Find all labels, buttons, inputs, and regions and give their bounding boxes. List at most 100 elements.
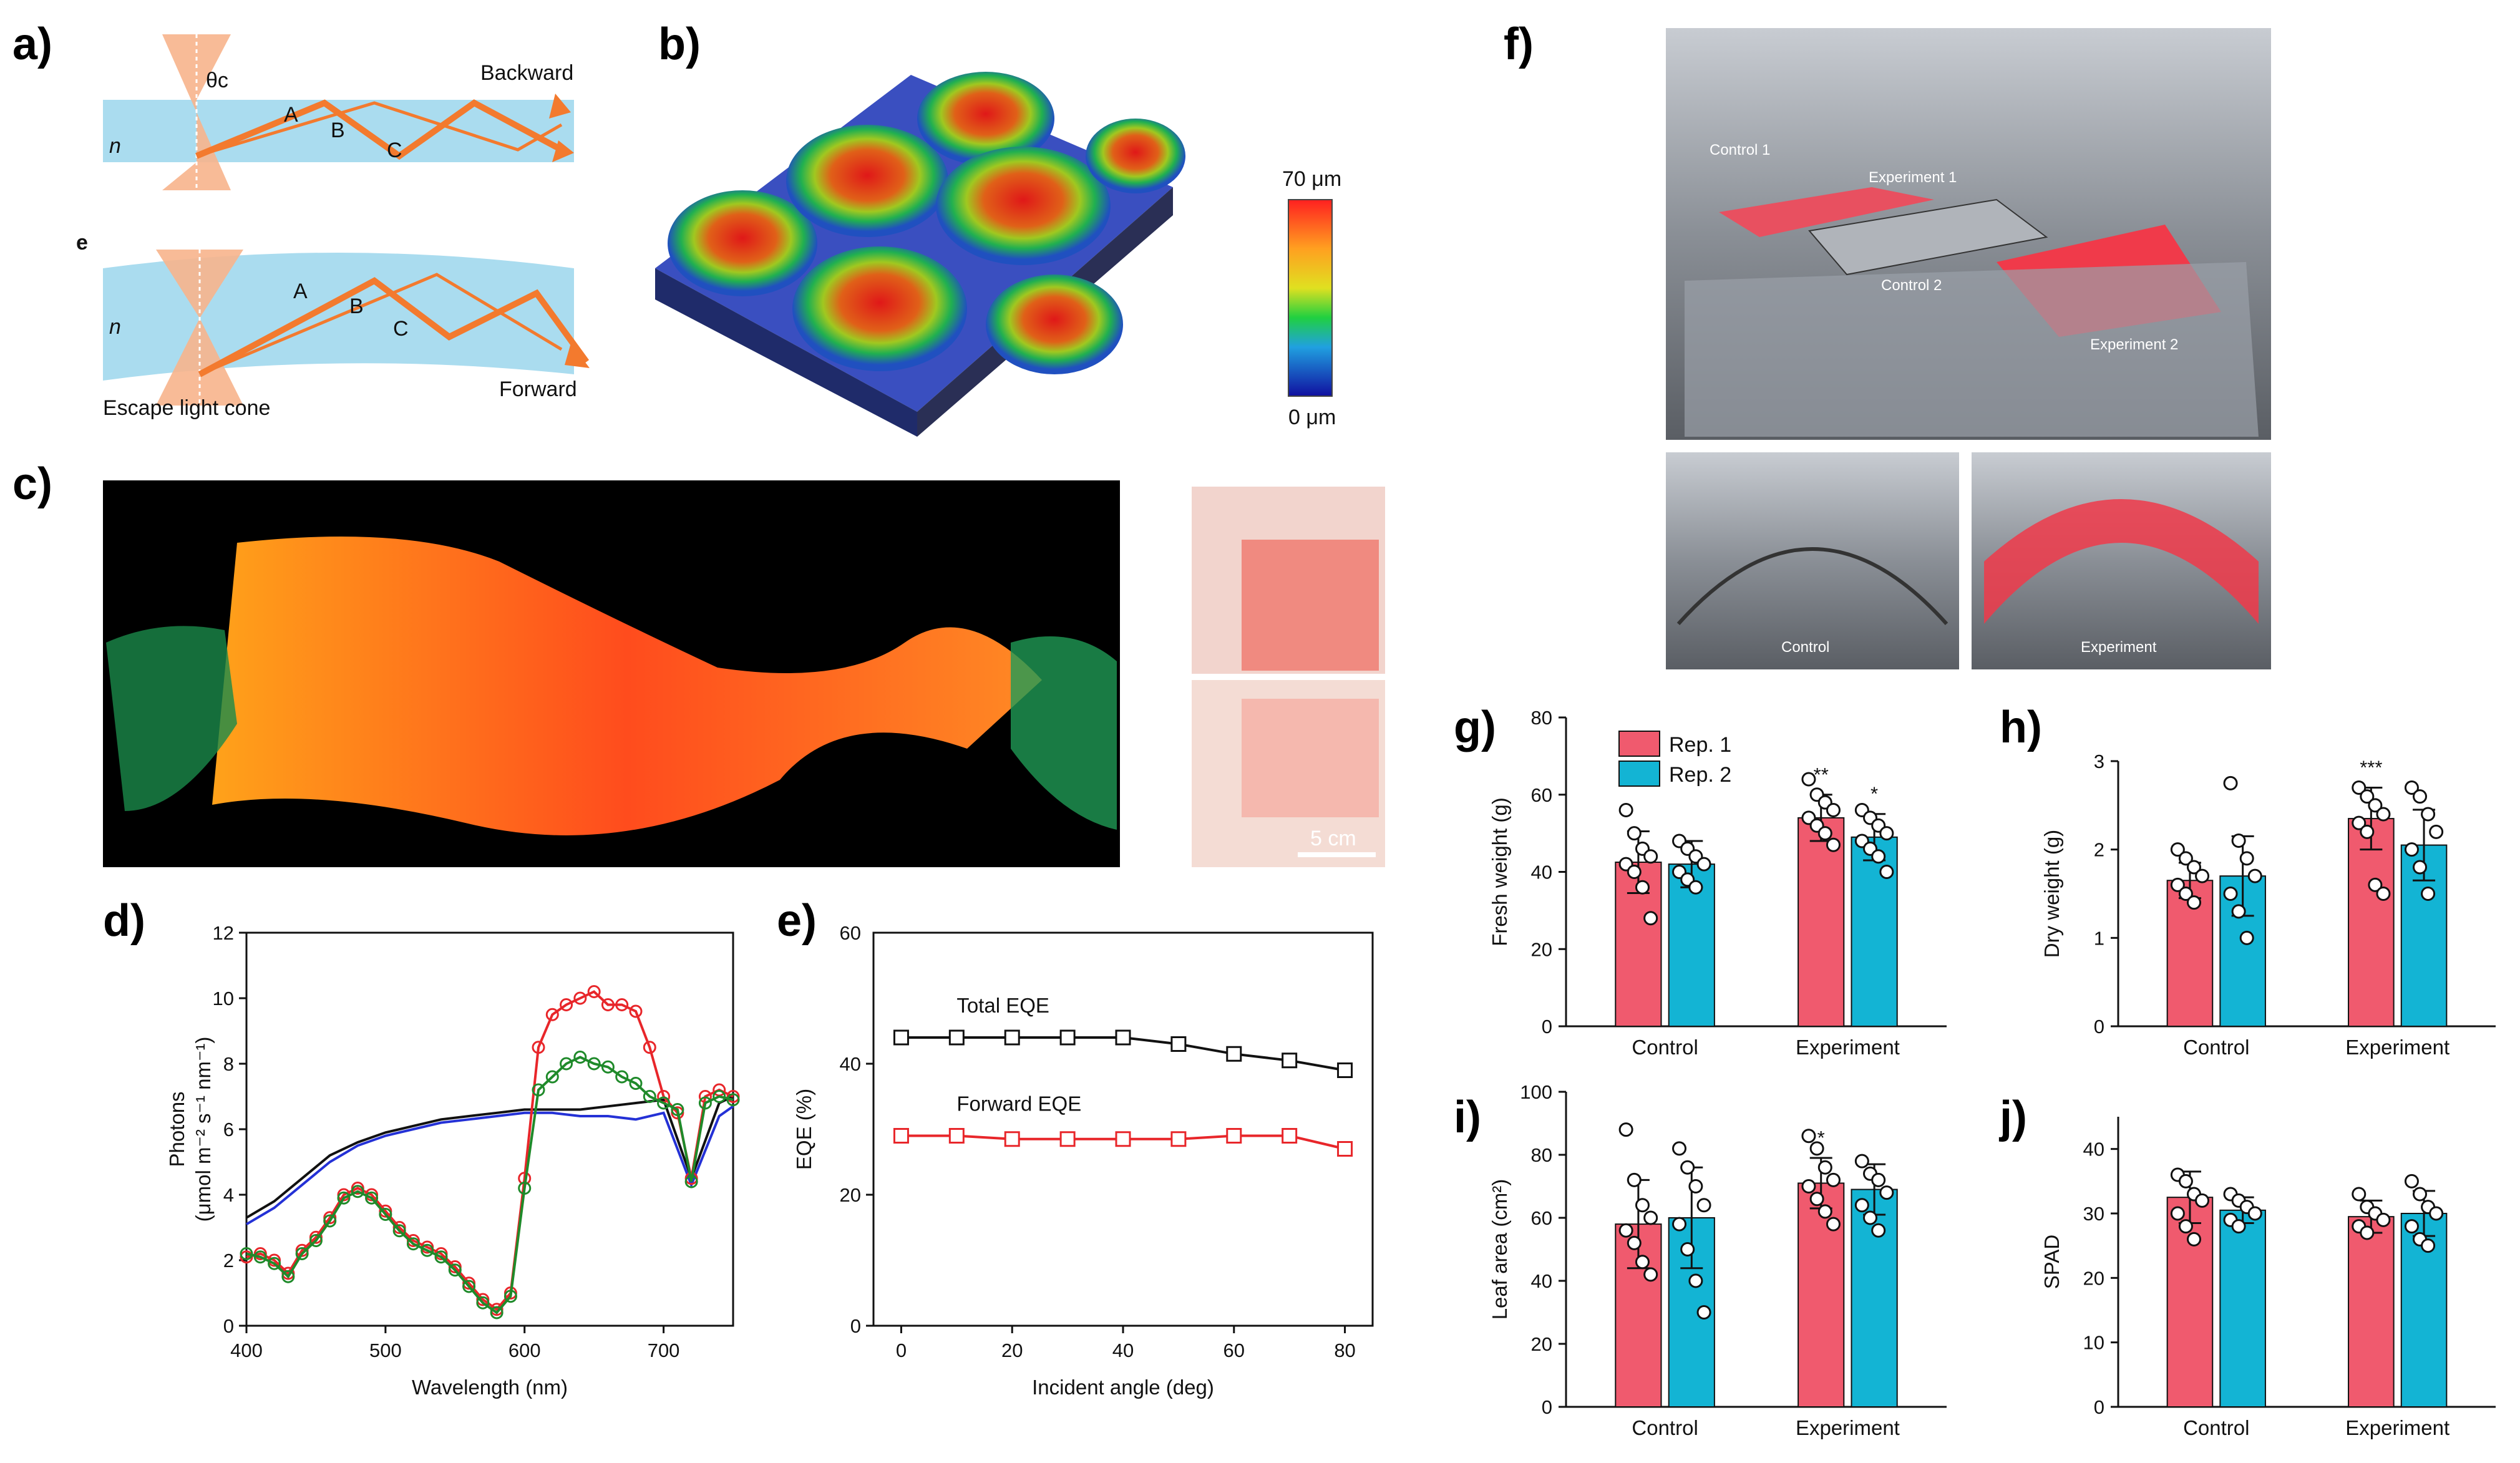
data-dot-h [2360,824,2375,839]
data-dot-h [2421,887,2436,901]
y-axis-label-i: Leaf area (cm²) [1488,1179,1511,1320]
x-axis-label-e: Incident angle (deg) [1032,1376,1214,1399]
category-label-i: Experiment [1796,1416,1900,1439]
data-point-e-1 [1004,1131,1020,1147]
data-dot-g [1801,772,1816,787]
data-dot-h [2231,834,2246,848]
y-tick-label-g: 60 [1531,784,1552,806]
data-dot-i [1635,1255,1650,1270]
data-dot-i [1826,1172,1841,1187]
data-dot-j [2247,1206,2262,1221]
y-tick-label-i: 40 [1531,1270,1552,1292]
y-tick-label-i: 80 [1531,1144,1552,1166]
escape-cone-label: Escape light cone [103,396,270,420]
data-dot-i [1627,1172,1642,1187]
x-tick-label-e: 60 [1224,1339,1245,1361]
colorbar-top-label: 70 μm [1282,167,1341,191]
data-point-d-green [476,1296,490,1310]
scale-bar-label: 5 cm [1310,827,1356,850]
category-label-j: Control [2183,1416,2249,1439]
right-glove [1011,636,1117,830]
data-point-d-green [379,1208,392,1221]
panel-b-label: b) [658,19,701,69]
data-point-d-green [573,1051,587,1064]
data-point-d-green [560,1057,573,1071]
y-tick-label-i: 60 [1531,1207,1552,1229]
photo-label-experiment-1: Experiment 1 [1869,169,1957,186]
data-dot-i [1643,1267,1658,1282]
data-point-e-0 [1004,1029,1020,1046]
category-label-g: Control [1632,1036,1698,1059]
experiment-tunnel [1984,499,2259,624]
data-dot-i [1672,1141,1687,1156]
arrow-backward [549,94,571,119]
data-dot-h [2195,868,2210,883]
data-point-d-red [601,998,615,1011]
y-tick-label-h: 2 [2094,839,2104,861]
y-tick-label-h: 3 [2094,751,2104,772]
sub-photo-label-experiment: Experiment [2081,639,2157,656]
data-point-d-green [281,1270,295,1283]
data-point-d-green [421,1243,434,1257]
data-point-d-green [392,1224,406,1238]
panel-g-label: g) [1454,702,1496,752]
data-point-e-0 [1282,1052,1298,1069]
data-point-e-0 [1226,1046,1242,1062]
left-glove [106,626,237,811]
data-dot-g [1618,803,1633,817]
data-dot-j [2404,1174,2419,1188]
data-point-d-green [268,1256,281,1270]
data-dot-i [1809,1192,1824,1207]
x-tick-label-d: 700 [648,1339,680,1361]
bar-h-experiment-rep1 [2348,818,2395,1028]
data-dot-j [2231,1219,2246,1234]
data-point-d-green [657,1096,671,1110]
data-dot-i [1801,1179,1816,1193]
data-dot-i [1854,1154,1869,1169]
n-label-top: n [109,134,121,158]
data-point-e-0 [948,1029,965,1046]
y-tick-label-j: 0 [2094,1396,2104,1418]
y-tick-label-j: 20 [2083,1267,2104,1289]
data-dot-h [2404,842,2419,857]
series-label-e-1: Forward EQE [956,1092,1081,1115]
e-label: e [76,231,88,255]
data-point-d-red [629,1004,643,1018]
data-point-d-red [587,985,601,998]
data-dot-h [2413,860,2428,875]
data-dot-i [1627,1235,1642,1250]
data-dot-i [1688,1273,1703,1288]
arrow-forward [565,343,590,368]
data-dot-j [2413,1187,2428,1202]
ray-bottom-thin [199,273,563,376]
y-tick-label-d: 12 [213,922,234,944]
x-tick-label-d: 400 [230,1339,263,1361]
data-point-e-1 [1115,1131,1131,1147]
significance-g: * [1871,783,1878,805]
ray-label-b-top: B [331,119,345,142]
y-tick-label-e: 0 [850,1315,861,1337]
data-point-e-0 [1170,1036,1187,1052]
data-point-d-green [698,1096,712,1110]
colorbar [1288,199,1333,397]
data-dot-h [2247,868,2262,883]
ray-top-thin [196,101,563,158]
panel-e-label: e) [777,896,817,946]
data-dot-i [1817,1160,1832,1175]
data-dot-i [1635,1198,1650,1213]
panel-f: f) Control 1 Experiment 1 Control 2 Expe… [1504,19,2271,669]
data-point-d-green [434,1250,448,1264]
dome-2 [786,125,948,237]
legend-rep1-swatch [1618,731,1660,757]
data-dot-i [1696,1198,1711,1213]
data-dot-h [2352,780,2367,795]
data-dot-g [1696,857,1711,872]
data-dot-i [1871,1223,1886,1238]
data-dot-g [1627,826,1642,841]
data-point-d-green [448,1263,462,1277]
data-point-d-green [365,1191,379,1205]
data-dot-j [2360,1225,2375,1240]
data-point-e-1 [1337,1141,1353,1157]
data-dot-j [2186,1232,2201,1247]
